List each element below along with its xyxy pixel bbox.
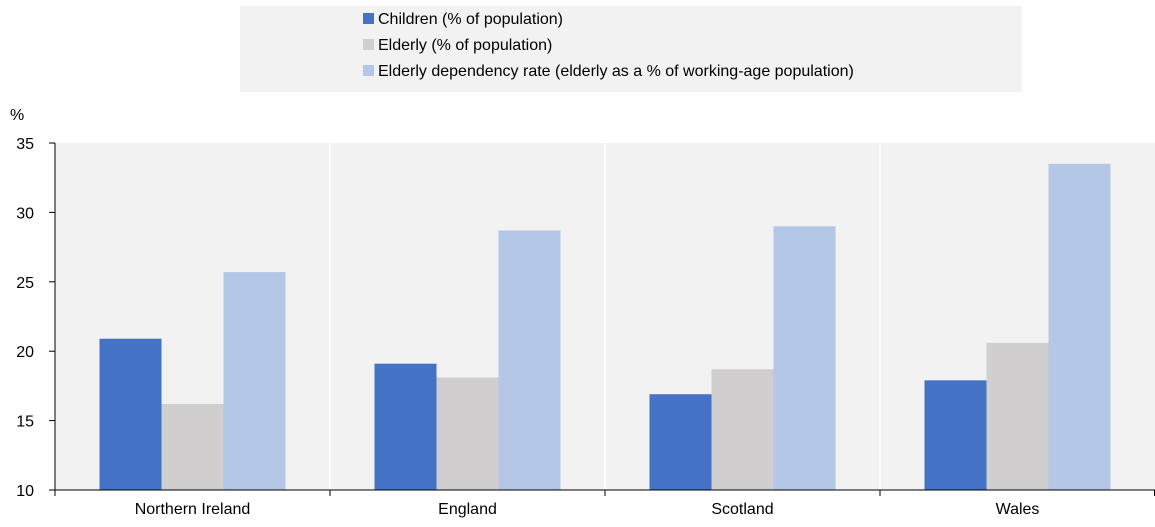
y-tick-label: 10 bbox=[16, 483, 34, 500]
bar bbox=[498, 230, 561, 490]
legend: Children (% of population) Elderly (% of … bbox=[363, 11, 854, 80]
bar bbox=[436, 377, 499, 490]
legend-swatch bbox=[363, 65, 374, 76]
bar bbox=[711, 369, 774, 490]
y-tick-label: 20 bbox=[16, 344, 34, 361]
bar bbox=[161, 403, 224, 490]
x-tick-label: Northern Ireland bbox=[135, 501, 251, 518]
x-tick-label: Wales bbox=[996, 501, 1040, 518]
y-tick-label: 15 bbox=[16, 414, 34, 431]
bar bbox=[773, 226, 836, 490]
y-tick-label: 35 bbox=[16, 136, 34, 153]
legend-swatch bbox=[363, 13, 374, 24]
bar bbox=[374, 363, 437, 490]
y-axis: 10 15 20 25 30 35 bbox=[16, 136, 56, 500]
bar bbox=[649, 394, 712, 490]
bar bbox=[986, 342, 1049, 490]
bar bbox=[1048, 163, 1111, 490]
y-tick-label: 30 bbox=[16, 205, 34, 222]
legend-label: Elderly (% of population) bbox=[378, 37, 552, 54]
x-tick-label: Scotland bbox=[711, 501, 773, 518]
x-tick-label: England bbox=[438, 501, 497, 518]
x-axis: Northern Ireland England Scotland Wales bbox=[54, 489, 1155, 518]
legend-label: Children (% of population) bbox=[378, 11, 563, 28]
bars bbox=[99, 163, 1111, 490]
legend-label: Elderly dependency rate (elderly as a % … bbox=[378, 63, 854, 80]
legend-swatch bbox=[363, 39, 374, 50]
y-tick-label: 25 bbox=[16, 275, 34, 292]
bar bbox=[223, 272, 286, 490]
y-axis-label: % bbox=[10, 107, 24, 124]
bar bbox=[924, 380, 987, 490]
grid bbox=[329, 143, 881, 490]
bar bbox=[99, 338, 162, 490]
